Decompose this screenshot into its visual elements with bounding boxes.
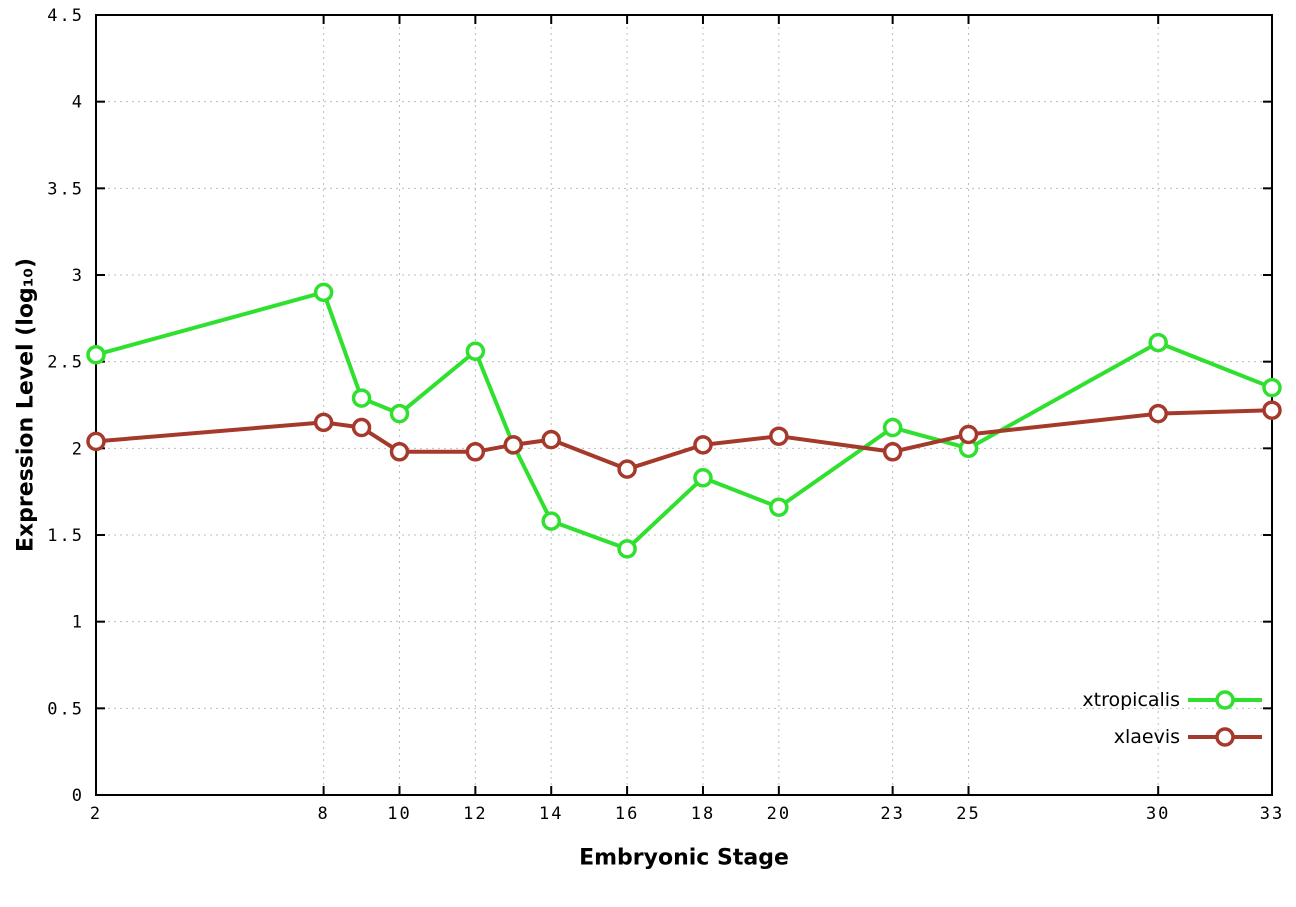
x-tick-label: 14	[539, 804, 563, 824]
series-marker-xlaevis	[503, 435, 524, 455]
legend-label-xtropicalis: xtropicalis	[1082, 689, 1180, 711]
legend-label-xlaevis: xlaevis	[1114, 726, 1180, 748]
series-marker-xlaevis	[769, 426, 789, 446]
x-tick-label: 20	[767, 804, 791, 824]
series-marker-xtropicalis	[86, 344, 106, 365]
series-line-xlaevis	[94, 408, 1274, 472]
series-marker-xlaevis	[313, 412, 334, 433]
series-marker-xtropicalis	[693, 468, 713, 488]
x-axis-title: Embryonic Stage	[579, 845, 789, 871]
x-tick-label: 18	[691, 804, 715, 824]
y-tick-label: 3.5	[47, 179, 84, 199]
series-marker-xtropicalis	[617, 539, 637, 559]
y-tick-label: 2	[72, 439, 84, 459]
series-marker-xlaevis	[1148, 403, 1168, 424]
x-tick-label: 23	[880, 804, 904, 824]
y-tick-label: 4	[72, 93, 84, 113]
x-tick-label: 2	[90, 804, 102, 824]
series-marker-xlaevis	[882, 442, 903, 462]
x-tick-label: 33	[1260, 804, 1284, 824]
series-marker-xlaevis	[958, 424, 979, 445]
y-tick-label: 2.5	[47, 353, 84, 373]
series-marker-xlaevis	[541, 429, 561, 450]
series-marker-xlaevis	[465, 442, 486, 462]
x-tick-label: 30	[1146, 804, 1170, 824]
series-marker-xtropicalis	[351, 388, 372, 408]
series-marker-xtropicalis	[1262, 377, 1282, 398]
series-marker-xtropicalis	[465, 341, 486, 362]
y-tick-label: 3	[72, 266, 84, 286]
y-axis-title: Expression Level (log₁₀)	[13, 257, 39, 553]
plot-border	[95, 14, 1273, 796]
series-marker-xlaevis	[1262, 400, 1282, 420]
x-tick-label: 25	[956, 804, 980, 824]
series-marker-xtropicalis	[541, 511, 561, 531]
series-marker-xlaevis	[86, 431, 106, 452]
y-tick-label: 1.5	[47, 526, 84, 546]
y-tick-label: 0.5	[47, 699, 84, 719]
series-marker-xtropicalis	[769, 497, 789, 518]
series-marker-xlaevis	[389, 442, 410, 462]
series-marker-xtropicalis	[1148, 332, 1168, 353]
series-marker-xtropicalis	[313, 282, 334, 303]
series-marker-xlaevis	[351, 417, 372, 438]
series-marker-xlaevis	[693, 435, 713, 455]
x-tick-label: 16	[615, 804, 639, 824]
y-tick-label: 4.5	[47, 6, 84, 26]
x-tick-label: 8	[317, 804, 329, 824]
series-marker-xlaevis	[617, 459, 637, 479]
legend-marker-xtropicalis	[1215, 690, 1235, 710]
x-tick-label: 12	[463, 804, 487, 824]
legend-marker-xlaevis	[1215, 727, 1235, 747]
y-tick-label: 1	[72, 613, 84, 633]
series-marker-xtropicalis	[882, 417, 903, 438]
series-marker-xtropicalis	[389, 403, 410, 424]
y-tick-label: 0	[72, 786, 84, 806]
x-tick-label: 10	[387, 804, 411, 824]
